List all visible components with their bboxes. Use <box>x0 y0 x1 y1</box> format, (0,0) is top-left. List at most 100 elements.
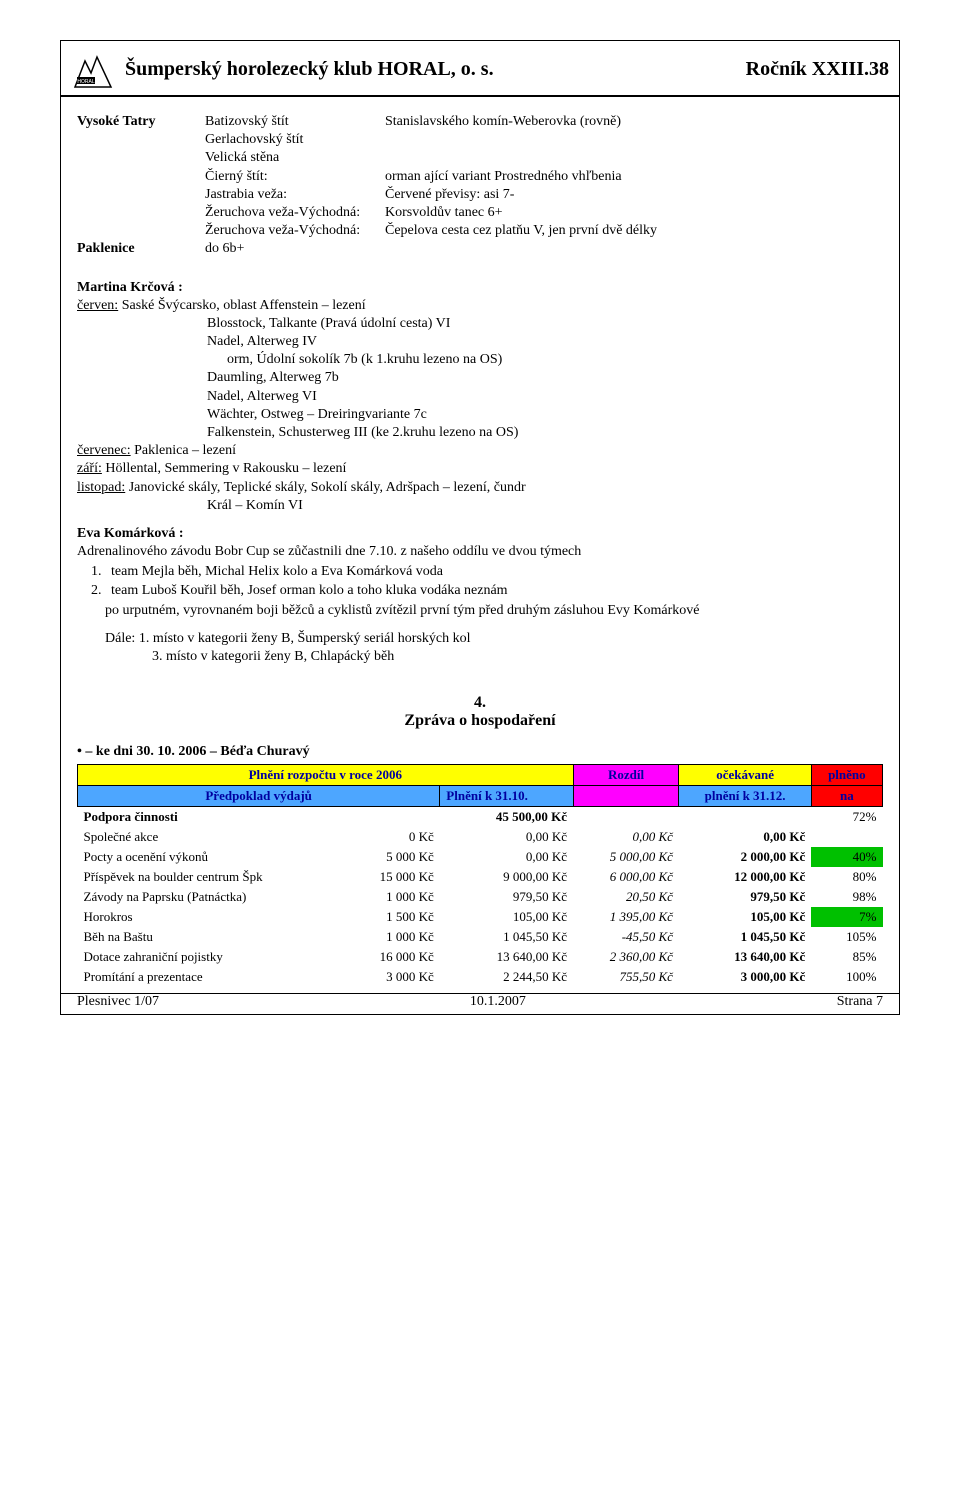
table-cell: 98% <box>811 887 882 907</box>
route-detail <box>385 149 883 167</box>
route-detail <box>385 131 883 149</box>
table-cell: 2 000,00 Kč <box>679 847 811 867</box>
table-cell: 3 000 Kč <box>347 967 440 987</box>
table-cell: 45 500,00 Kč <box>347 807 573 828</box>
table-cell: 2 244,50 Kč <box>440 967 573 987</box>
table-cell: Příspěvek na boulder centrum Špk <box>78 867 347 887</box>
table-row: Společné akce0 Kč0,00 Kč0,00 Kč0,00 Kč <box>78 827 883 847</box>
header: HORAL Šumperský horolezecký klub HORAL, … <box>60 40 900 97</box>
footer-right: Strana 7 <box>837 994 883 1010</box>
table-cell: 5 000,00 Kč <box>573 847 679 867</box>
paklenice-row: Paklenice do 6b+ <box>77 240 883 258</box>
col-header: očekávané <box>679 765 811 786</box>
table-cell: 20,50 Kč <box>573 887 679 907</box>
martina-block: Martina Krčová : červen: Saské Švýcarsko… <box>77 279 883 515</box>
table-cell: Podpora činnosti <box>78 807 347 828</box>
footer-left: Plesnivec 1/07 <box>77 994 159 1010</box>
list-item: orm, Údolní sokolík 7b (k 1.kruhu lezeno… <box>227 351 883 369</box>
table-cell: 40% <box>811 847 882 867</box>
table-row: Běh na Baštu1 000 Kč1 045,50 Kč-45,50 Kč… <box>78 927 883 947</box>
list-item: Daumling, Alterweg 7b <box>207 369 883 387</box>
month-label: září: <box>77 461 102 476</box>
col-header: na <box>811 786 882 807</box>
table-cell: 85% <box>811 947 882 967</box>
table-row: Promítání a prezentace3 000 Kč2 244,50 K… <box>78 967 883 987</box>
table-row: Závody na Paprsku (Patnáctka)1 000 Kč979… <box>78 887 883 907</box>
route-name: Žeruchova veža-Východná: <box>205 222 385 240</box>
budget-table: Plnění rozpočtu v roce 2006 Rozdíl očeká… <box>77 764 883 987</box>
table-cell: 1 395,00 Kč <box>573 907 679 927</box>
table-cell: 1 000 Kč <box>347 927 440 947</box>
paklenice-val: do 6b+ <box>205 241 244 256</box>
martina-name: Martina Krčová : <box>77 279 883 297</box>
header-year: Ročník XXIII.38 <box>746 58 889 81</box>
col-header: plnění k 31.12. <box>679 786 811 807</box>
table-cell: 6 000,00 Kč <box>573 867 679 887</box>
table-subheader-row: Předpoklad výdajů Plnění k 31.10. plnění… <box>78 786 883 807</box>
table-row: Horokros1 500 Kč105,00 Kč1 395,00 Kč105,… <box>78 907 883 927</box>
svg-text:HORAL: HORAL <box>77 79 94 85</box>
month-label: červen: <box>77 298 118 313</box>
body-text: Dále: 1. místo v kategorii ženy B, Šumpe… <box>105 630 883 648</box>
footer-center: 10.1.2007 <box>470 994 526 1010</box>
table-cell: 0,00 Kč <box>679 827 811 847</box>
col-header: plněno <box>811 765 882 786</box>
content: Vysoké Tatry Batizovský štítStanislavské… <box>60 97 900 994</box>
col-header: Rozdíl <box>573 765 679 786</box>
section-title: Zpráva o hospodaření <box>77 712 883 730</box>
month-text: Paklenica – lezení <box>131 443 236 458</box>
route-detail: Stanislavského komín-Weberovka (rovně) <box>385 113 883 131</box>
tatry-label: Vysoké Tatry <box>77 114 155 129</box>
table-cell: 3 000,00 Kč <box>679 967 811 987</box>
eva-name: Eva Komárková : <box>77 525 883 543</box>
paklenice-label: Paklenice <box>77 241 135 256</box>
list-item: Nadel, Alterweg VI <box>207 388 883 406</box>
table-cell: 979,50 Kč <box>679 887 811 907</box>
table-cell: Běh na Baštu <box>78 927 347 947</box>
table-cell: 1 045,50 Kč <box>679 927 811 947</box>
route-name: Čierný štít: <box>205 168 385 186</box>
table-cell: 16 000 Kč <box>347 947 440 967</box>
route-name: Velická stěna <box>205 149 385 167</box>
table-cell: 7% <box>811 907 882 927</box>
table-cell: 100% <box>811 967 882 987</box>
route-name: Žeruchova veža-Východná: <box>205 204 385 222</box>
table-cell: 105,00 Kč <box>679 907 811 927</box>
table-cell: Dotace zahraniční pojistky <box>78 947 347 967</box>
list-item: team Mejla běh, Michal Helix kolo a Eva … <box>105 563 883 581</box>
table-row: Příspěvek na boulder centrum Špk15 000 K… <box>78 867 883 887</box>
table-cell: 15 000 Kč <box>347 867 440 887</box>
table-cell: 105% <box>811 927 882 947</box>
table-cell: 105,00 Kč <box>440 907 573 927</box>
table-cell <box>811 827 882 847</box>
eva-block: Eva Komárková : Adrenalinového závodu Bo… <box>77 525 883 666</box>
list-item: Král – Komín VI <box>207 497 883 515</box>
header-title: Šumperský horolezecký klub HORAL, o. s. <box>125 58 494 81</box>
list-item: team Luboš Kouřil běh, Josef orman kolo … <box>105 582 883 600</box>
route-detail: Čepelova cesta cez platňu V, jen první d… <box>385 222 883 240</box>
table-cell: 0,00 Kč <box>440 827 573 847</box>
table-cell <box>573 807 679 828</box>
route-detail: Korsvoldův tanec 6+ <box>385 204 883 222</box>
list-item: Wächter, Ostweg – Dreiringvariante 7c <box>207 406 883 424</box>
ordered-list: team Mejla běh, Michal Helix kolo a Eva … <box>105 563 883 599</box>
budget-caption: • – ke dni 30. 10. 2006 – Béďa Churavý <box>77 744 310 759</box>
month-text: Höllental, Semmering v Rakousku – lezení <box>102 461 347 476</box>
table-cell: 1 045,50 Kč <box>440 927 573 947</box>
route-detail: Červené převisy: asi 7- <box>385 186 883 204</box>
month-text: Janovické skály, Teplické skály, Sokolí … <box>125 480 525 495</box>
list-item: Nadel, Alterweg IV <box>207 333 883 351</box>
table-cell: 80% <box>811 867 882 887</box>
route-name: Gerlachovský štít <box>205 131 385 149</box>
table-cell: 1 500 Kč <box>347 907 440 927</box>
table-cell: 12 000,00 Kč <box>679 867 811 887</box>
table-cell: 0 Kč <box>347 827 440 847</box>
month-text: Saské Švýcarsko, oblast Affenstein – lez… <box>118 298 365 313</box>
table-cell: Horokros <box>78 907 347 927</box>
table-cell: 755,50 Kč <box>573 967 679 987</box>
body-text: 3. místo v kategorii ženy B, Chlapácký b… <box>152 648 883 666</box>
table-cell: 5 000 Kč <box>347 847 440 867</box>
route-name: Batizovský štít <box>205 113 385 131</box>
table-cell: 13 640,00 Kč <box>440 947 573 967</box>
body-text: Adrenalinového závodu Bobr Cup se zůčast… <box>77 543 883 561</box>
